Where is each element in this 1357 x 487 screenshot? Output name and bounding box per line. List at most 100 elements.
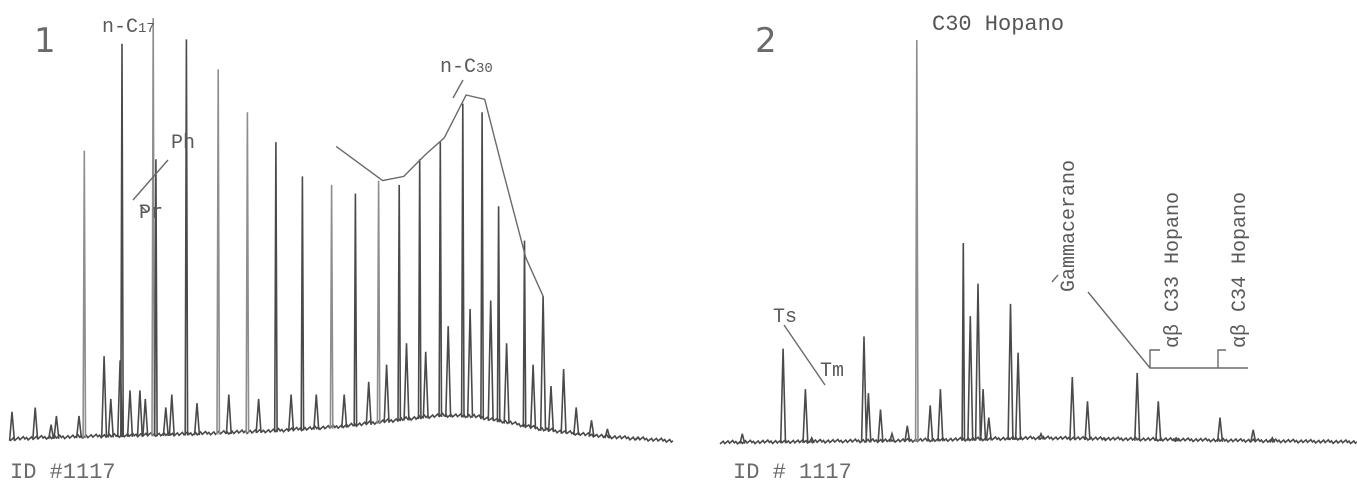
- panel-1-peak-0: [8, 411, 16, 441]
- c34-bracket: [1217, 349, 1226, 368]
- gammacerano-leader-line: [1051, 274, 1059, 283]
- panel-2-peak-21: [1084, 401, 1091, 441]
- panel-1-peak-45: [522, 240, 527, 428]
- panel-1-envelope-line: [335, 94, 544, 297]
- panel-2-peak-15: [979, 389, 987, 441]
- panel-1-peak-23: [273, 142, 278, 433]
- panel-1-peak-20: [225, 394, 232, 435]
- panel-1-peak-43: [496, 206, 501, 423]
- panel-1-peak-25: [300, 176, 305, 431]
- panel-1-number: 1: [34, 21, 56, 61]
- panel-1-peak-51: [588, 420, 595, 437]
- pr-label: Pr: [139, 202, 163, 225]
- panel-1-peak-35: [417, 159, 422, 420]
- panel-1-peak-30: [365, 381, 372, 425]
- panel-1-peak-37: [438, 142, 443, 418]
- panel-2-peaks: [739, 39, 1276, 444]
- panel-1-peak-15: [162, 407, 169, 437]
- panel-2-peak-2: [802, 389, 809, 444]
- panel-2-peak-16: [985, 417, 992, 441]
- panel-1-peak-22: [255, 398, 262, 433]
- panel-2-id-label: ID # 1117: [733, 460, 852, 485]
- panel-2-baseline: [719, 435, 1357, 445]
- tm-label: Tm: [820, 360, 844, 383]
- panel-1-peak-16: [168, 394, 175, 436]
- panel-1-peak-7: [107, 398, 114, 438]
- panel-2-peak-19: [1037, 431, 1045, 440]
- panel-1-peak-3: [53, 415, 60, 439]
- panel-1-peak-44: [503, 343, 510, 424]
- panel-1-peak-40: [466, 308, 474, 418]
- panel-1-peak-39: [460, 103, 465, 418]
- panel-2-peak-11: [937, 389, 944, 442]
- panel-2-peak-25: [1173, 436, 1180, 442]
- panel-1-peak-27: [329, 184, 334, 429]
- panel-2-peak-14: [974, 283, 982, 441]
- gammacerano-label: Gammacerano: [1058, 160, 1081, 292]
- panel-2-peak-22: [1101, 436, 1108, 441]
- panel-1-peak-38: [445, 326, 452, 418]
- panel-1-id-label: ID #1117: [10, 460, 116, 485]
- panel-2-peak-12: [961, 242, 966, 441]
- panel-1-peak-17: [184, 39, 189, 436]
- panel-2-number: 2: [755, 21, 777, 61]
- panel-1-peak-50: [573, 407, 580, 436]
- panel-2-peak-26: [1216, 417, 1224, 442]
- ts-label: Ts: [773, 306, 797, 329]
- panel-1-peak-13: [151, 17, 156, 437]
- ts-tm-leader-line: [783, 324, 826, 386]
- panel-2-peak-28: [1269, 436, 1276, 443]
- panel-1-peak-41: [480, 112, 485, 420]
- panel-2-peak-0: [739, 433, 746, 444]
- panel-2-peak-8: [904, 425, 911, 443]
- panel-2-peak-9: [914, 39, 919, 442]
- c34-hopano-label: αβ C34 Hopano: [1229, 192, 1252, 348]
- panel-1-peak-48: [547, 386, 555, 433]
- panel-1-peak-24: [287, 394, 295, 432]
- chromatogram-panel-2: 2 C30 Hopano Gammacerano αβ C33 Hopano α…: [719, 12, 1357, 485]
- panel-1-peak-11: [136, 390, 144, 437]
- panel-2-peak-17: [1007, 303, 1014, 441]
- n-c17-label: n-C17: [102, 16, 155, 39]
- pr-leader-line: [139, 204, 148, 213]
- panel-1-peak-19: [216, 69, 221, 435]
- panel-2-peak-7: [888, 430, 896, 443]
- panel-2-peak-3: [808, 436, 815, 444]
- panel-1-peak-49: [560, 368, 567, 434]
- ph-label: Ph: [171, 132, 195, 155]
- panel-1-peak-28: [341, 394, 348, 428]
- panel-1-peak-10: [126, 390, 134, 437]
- n-c30-label: n-C30: [440, 56, 493, 79]
- panel-1-peak-14: [153, 159, 158, 437]
- panel-1-peak-53: [634, 436, 641, 441]
- panel-2-peak-5: [865, 393, 872, 443]
- panel-1-peak-26: [313, 394, 320, 430]
- panel-1-peak-33: [397, 184, 402, 422]
- panel-2-peak-10: [927, 405, 934, 442]
- panel-1-peaks: [8, 17, 641, 441]
- panel-1-peak-4: [75, 415, 83, 439]
- panel-1-peak-36: [422, 351, 429, 419]
- panel-2-peak-23: [1134, 372, 1141, 441]
- panel-2-peak-4: [860, 336, 868, 443]
- panel-1-peak-5: [82, 150, 87, 439]
- c33-hopano-label: αβ C33 Hopano: [1162, 192, 1185, 348]
- panel-1-peak-6: [100, 356, 108, 438]
- panel-2-peak-27: [1250, 429, 1257, 443]
- panel-1-peak-42: [487, 300, 494, 421]
- panel-1-peak-34: [403, 343, 410, 421]
- c30-hopano-label: C30 Hopano: [932, 12, 1064, 37]
- panel-1-peak-2: [47, 424, 55, 440]
- panel-1-peak-18: [193, 403, 201, 436]
- panel-2-baseline-trace: [719, 435, 1357, 445]
- panel-2-peak-20: [1069, 376, 1076, 440]
- panel-1-peak-46: [529, 364, 537, 430]
- panel-1-peak-1: [32, 407, 39, 440]
- panel-2-peak-18: [1014, 352, 1022, 440]
- c33-bracket: [1149, 349, 1160, 368]
- chromatogram-panel-1: 1 n-C17 Ph Pr n-C30 ID #1117: [8, 16, 674, 485]
- panel-2-peak-1: [779, 348, 787, 444]
- panel-1-peak-32: [383, 364, 390, 423]
- panel-2-peak-24: [1155, 401, 1162, 442]
